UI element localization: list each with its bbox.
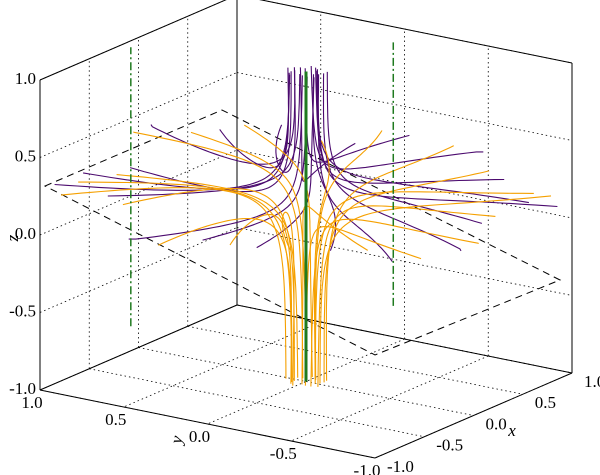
field-line: [322, 73, 462, 252]
field-line: [313, 140, 330, 379]
field-line: [78, 181, 293, 378]
field-line: [83, 72, 290, 190]
field-line: [107, 73, 301, 197]
field-line: [316, 69, 558, 208]
field-line: [60, 187, 287, 379]
grid-line: [236, 72, 573, 141]
field-line: [310, 218, 479, 387]
field-line: [314, 130, 383, 381]
box-edge: [374, 372, 573, 459]
z-tick-label: 1.0: [15, 69, 36, 88]
field-line: [150, 70, 296, 165]
field-line: [314, 191, 534, 384]
field-line: [275, 67, 296, 173]
x-axis-title: x: [507, 421, 516, 440]
z-tick-label: -0.5: [9, 301, 36, 320]
y-axis-title: y: [166, 434, 186, 447]
field-line: [256, 77, 315, 249]
field-line: [116, 174, 299, 378]
box-edge: [236, 304, 573, 374]
field-line: [312, 74, 337, 251]
plane-outline: [43, 109, 562, 356]
x-tick-label: 0.0: [486, 414, 507, 433]
y-tick-label: 0.0: [189, 427, 210, 446]
field-line: [229, 213, 292, 384]
z-tick-label: 0.5: [15, 146, 36, 165]
y-tick-label: -0.5: [270, 444, 297, 463]
grid-line: [236, 149, 573, 219]
field-line: [299, 67, 356, 182]
grid-line: [187, 325, 523, 395]
field-line: [133, 131, 304, 379]
field-line: [244, 124, 313, 378]
box-edge: [39, 304, 238, 391]
box-edge: [259, 0, 573, 64]
z-tick-label: 0.0: [15, 224, 36, 243]
box-edge: [39, 389, 376, 459]
field-line: [316, 70, 529, 204]
field-line: [281, 211, 295, 386]
field-line: [128, 75, 303, 240]
field-line: [317, 205, 496, 387]
field-line: [122, 187, 295, 381]
z-axis-title: z: [3, 234, 22, 242]
x-tick-label: -1.0: [387, 457, 414, 475]
field-line: [310, 65, 484, 170]
field-line: [129, 71, 292, 193]
field-line: [319, 195, 552, 384]
field-line: [158, 217, 293, 382]
field-lines: [54, 65, 558, 387]
field-line: [301, 205, 368, 385]
field-line: [304, 226, 422, 386]
x-tick-label: 1.0: [584, 372, 600, 391]
y-tick-label: -1.0: [354, 461, 381, 475]
field-line: [315, 67, 505, 184]
y-tick-label: 1.0: [21, 393, 42, 412]
z-tick-label: -1.0: [9, 379, 36, 398]
grid-line: [291, 355, 489, 442]
grid-line: [89, 368, 425, 438]
grid-line: [236, 227, 573, 296]
box-edge: [39, 0, 227, 81]
field-line: [325, 145, 454, 381]
y-tick-label: 0.5: [105, 410, 126, 429]
field-line: [326, 71, 483, 224]
field-line: [323, 170, 490, 383]
x-tick-label: -0.5: [436, 436, 463, 455]
field-line: [54, 74, 291, 191]
x-tick-label: 0.5: [535, 393, 556, 412]
grid-line: [138, 347, 474, 416]
